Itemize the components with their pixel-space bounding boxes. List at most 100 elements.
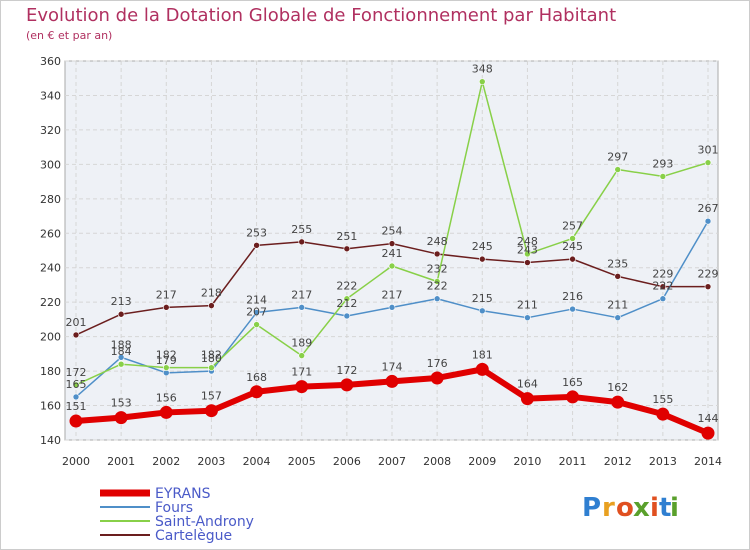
data-point (388, 262, 396, 270)
data-label: 215 (472, 292, 493, 305)
chart-title: Evolution de la Dotation Globale de Fonc… (26, 5, 616, 26)
data-label: 184 (111, 345, 132, 358)
x-tick-label: 2001 (107, 455, 135, 468)
data-point (253, 309, 260, 316)
data-point (566, 390, 580, 404)
data-point (659, 283, 667, 290)
data-point (298, 352, 306, 359)
data-point (388, 240, 396, 247)
data-label: 253 (246, 226, 267, 239)
data-point (117, 360, 125, 368)
data-point (433, 295, 441, 303)
y-tick-label: 260 (40, 227, 61, 240)
data-label: 245 (472, 240, 493, 253)
legend-label: EYRANS (155, 486, 211, 502)
data-label: 257 (562, 219, 583, 232)
y-tick-label: 280 (40, 193, 61, 206)
data-label: 218 (201, 287, 222, 300)
x-tick-label: 2014 (694, 455, 722, 468)
data-point (614, 166, 622, 173)
x-tick-label: 2002 (152, 455, 180, 468)
data-point (704, 217, 712, 225)
data-label: 153 (111, 397, 132, 410)
data-label: 181 (472, 348, 493, 361)
data-label: 243 (517, 244, 538, 257)
data-label: 251 (336, 230, 357, 243)
y-tick-label: 180 (40, 365, 61, 378)
data-point (162, 304, 170, 311)
data-point (69, 414, 83, 428)
data-point (520, 392, 534, 406)
x-tick-label: 2000 (62, 455, 90, 468)
data-point (340, 378, 354, 392)
y-tick-label: 140 (40, 434, 61, 447)
data-point (72, 381, 80, 389)
data-point (701, 426, 715, 440)
data-point (656, 407, 670, 421)
data-label: 151 (66, 400, 87, 413)
data-label: 217 (291, 288, 312, 301)
y-tick-label: 240 (40, 262, 61, 275)
data-label: 171 (291, 366, 312, 379)
axis-ticks: 140 160 180 200 220 240 260 280 300 320 340 360 2000… (40, 55, 722, 468)
data-label: 216 (562, 290, 583, 303)
data-point (385, 374, 399, 388)
data-label: 211 (517, 299, 538, 312)
data-label: 165 (562, 376, 583, 389)
data-label: 207 (246, 306, 267, 319)
x-tick-label: 2005 (288, 455, 316, 468)
data-point (478, 307, 486, 315)
data-label: 222 (336, 280, 357, 293)
data-label: 229 (652, 268, 673, 281)
data-point (298, 304, 306, 311)
data-point (72, 331, 80, 339)
x-tick-label: 2007 (378, 455, 406, 468)
data-label: 211 (607, 299, 628, 312)
data-point (208, 302, 215, 309)
data-point (343, 312, 351, 320)
data-point (114, 411, 128, 425)
x-tick-label: 2004 (243, 455, 271, 468)
legend-label: Saint-Androny (155, 514, 254, 530)
data-label: 222 (652, 280, 673, 293)
grid-lines (65, 60, 718, 441)
data-label: 168 (246, 371, 267, 384)
data-label: 164 (517, 378, 538, 391)
data-label: 144 (698, 412, 719, 425)
data-label: 229 (698, 268, 719, 281)
x-tick-label: 2006 (333, 455, 361, 468)
data-point (208, 364, 215, 371)
data-point (614, 314, 622, 321)
data-label: 217 (382, 288, 403, 301)
data-point (524, 250, 531, 258)
logo-letter: o (616, 493, 634, 523)
x-tick-label: 2009 (468, 455, 496, 468)
series-group (69, 78, 715, 440)
data-label: 189 (291, 337, 312, 350)
data-label: 297 (607, 151, 628, 164)
data-label: 157 (201, 390, 222, 403)
data-label: 201 (66, 316, 87, 329)
data-label: 235 (607, 257, 628, 270)
data-label: 222 (427, 280, 448, 293)
data-label: 176 (427, 357, 448, 370)
data-label: 248 (517, 235, 538, 248)
data-label: 174 (382, 360, 403, 373)
data-point (704, 159, 712, 166)
data-label: 245 (562, 240, 583, 253)
data-point (569, 255, 576, 263)
legend-label: Cartelègue (155, 528, 232, 544)
data-label: 241 (382, 247, 403, 260)
data-label: 180 (201, 352, 222, 365)
data-label: 254 (382, 225, 403, 238)
x-tick-label: 2011 (559, 455, 587, 468)
data-label: 217 (156, 288, 177, 301)
logo-letter: t (659, 493, 671, 523)
data-label: 172 (336, 364, 357, 377)
legend-label: Fours (155, 500, 193, 516)
data-point (298, 238, 306, 246)
y-tick-label: 340 (40, 89, 61, 102)
data-point (72, 393, 80, 401)
